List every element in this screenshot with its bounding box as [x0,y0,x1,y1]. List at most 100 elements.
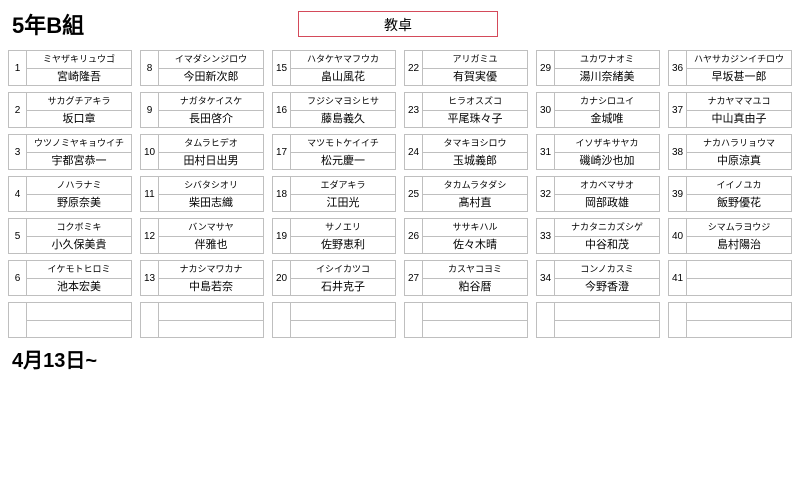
seat-kana: アリガミユ [423,51,527,69]
seat-cell: 23ヒラオスズコ平尾珠々子 [404,92,528,128]
seat-cell [404,302,528,338]
seat-kana: カナシロユイ [555,93,659,111]
seat-cell: 24タマキヨシロウ玉城義郎 [404,134,528,170]
seat-number: 2 [8,92,26,128]
seat-kana [27,303,131,321]
seat-body: シバタシオリ柴田志織 [158,176,264,212]
seat-kana: イシイカツコ [291,261,395,279]
seat-cell: 41 [668,260,792,296]
seat-name [555,321,659,338]
seat-name: 野原奈美 [27,195,131,212]
seat-name: 伴雅也 [159,237,263,254]
seat-body [290,302,396,338]
seat-name: 中原涼真 [687,153,791,170]
seat-body: サノエリ佐野恵利 [290,218,396,254]
seat-body: コンノカスミ今野香澄 [554,260,660,296]
seat-kana: バンマサヤ [159,219,263,237]
seat-body: ナカシマワカナ中島若奈 [158,260,264,296]
seat-kana [291,303,395,321]
seat-number: 24 [404,134,422,170]
header-row: 5年B組 教卓 [8,8,792,40]
seat-cell: 3ウツノミヤキョウイチ宇都宮恭一 [8,134,132,170]
seat-number: 6 [8,260,26,296]
seat-cell: 32オカベマサオ岡部政雄 [536,176,660,212]
seat-cell: 37ナカヤママユコ中山真由子 [668,92,792,128]
seat-cell: 17マツモトケイイチ松元慶一 [272,134,396,170]
seat-body: イシイカツコ石井克子 [290,260,396,296]
seat-kana: ハヤサカジンイチロウ [687,51,791,69]
seat-number: 1 [8,50,26,86]
seat-number: 41 [668,260,686,296]
seat-cell: 15ハタケヤマフウカ畠山風花 [272,50,396,86]
seat-cell: 9ナガタケイスケ長田啓介 [140,92,264,128]
seat-number: 15 [272,50,290,86]
seat-kana: フジシマヨシヒサ [291,93,395,111]
seat-body: コクボミキ小久保美貴 [26,218,132,254]
seat-number: 16 [272,92,290,128]
seat-body: ハタケヤマフウカ畠山風花 [290,50,396,86]
seat-number: 32 [536,176,554,212]
seat-body [158,302,264,338]
seat-cell: 26ササキハル佐々木晴 [404,218,528,254]
seat-name: 早坂甚一郎 [687,69,791,86]
seat-number: 38 [668,134,686,170]
seat-number: 13 [140,260,158,296]
footer-date: 4月13日~ [8,344,792,373]
seat-kana [687,303,791,321]
seat-body: ナカタニカズシゲ中谷和茂 [554,218,660,254]
seat-name: 粕谷暦 [423,279,527,296]
seat-kana: ナカシマワカナ [159,261,263,279]
seat-number: 37 [668,92,686,128]
seat-cell: 5コクボミキ小久保美貴 [8,218,132,254]
seat-cell [536,302,660,338]
seat-body [686,260,792,296]
seat-number: 18 [272,176,290,212]
seat-body: シマムラヨウジ島村陽治 [686,218,792,254]
seat-kana: ナカハラリョウマ [687,135,791,153]
seat-kana: ノハラナミ [27,177,131,195]
seat-cell: 33ナカタニカズシゲ中谷和茂 [536,218,660,254]
seat-name [27,321,131,338]
seat-number: 8 [140,50,158,86]
seat-name: 佐々木晴 [423,237,527,254]
seat-number: 25 [404,176,422,212]
seat-cell: 19サノエリ佐野恵利 [272,218,396,254]
seat-name: 長田啓介 [159,111,263,128]
seat-cell [140,302,264,338]
seat-body [686,302,792,338]
seat-number [8,302,26,338]
seat-kana: イイノユカ [687,177,791,195]
seat-body: イケモトヒロミ池本宏美 [26,260,132,296]
seat-kana: マツモトケイイチ [291,135,395,153]
seat-kana: イケモトヒロミ [27,261,131,279]
seat-kana: ユカワナオミ [555,51,659,69]
seat-cell [272,302,396,338]
seat-cell: 39イイノユカ飯野優花 [668,176,792,212]
seat-body: タマキヨシロウ玉城義郎 [422,134,528,170]
seat-body: タムラヒデオ田村日出男 [158,134,264,170]
seat-name: 玉城義郎 [423,153,527,170]
seat-body: タカムラタダシ髙村直 [422,176,528,212]
seat-number: 20 [272,260,290,296]
seat-cell: 11シバタシオリ柴田志織 [140,176,264,212]
seat-name: 小久保美貴 [27,237,131,254]
seat-kana: コンノカスミ [555,261,659,279]
seat-number [668,302,686,338]
seat-kana [687,261,791,279]
seat-number: 31 [536,134,554,170]
seat-number [272,302,290,338]
seat-kana: オカベマサオ [555,177,659,195]
seat-cell: 6イケモトヒロミ池本宏美 [8,260,132,296]
seat-kana: エダアキラ [291,177,395,195]
seat-kana: サノエリ [291,219,395,237]
seat-name: 飯野優花 [687,195,791,212]
seat-kana [159,303,263,321]
seat-cell: 20イシイカツコ石井克子 [272,260,396,296]
seat-kana: カスヤコヨミ [423,261,527,279]
seat-body: サカグチアキラ坂口章 [26,92,132,128]
seat-body: イソザキサヤカ磯崎沙也加 [554,134,660,170]
seat-kana: シバタシオリ [159,177,263,195]
seat-body: アリガミユ有賀実優 [422,50,528,86]
seat-number: 40 [668,218,686,254]
seat-cell: 40シマムラヨウジ島村陽治 [668,218,792,254]
